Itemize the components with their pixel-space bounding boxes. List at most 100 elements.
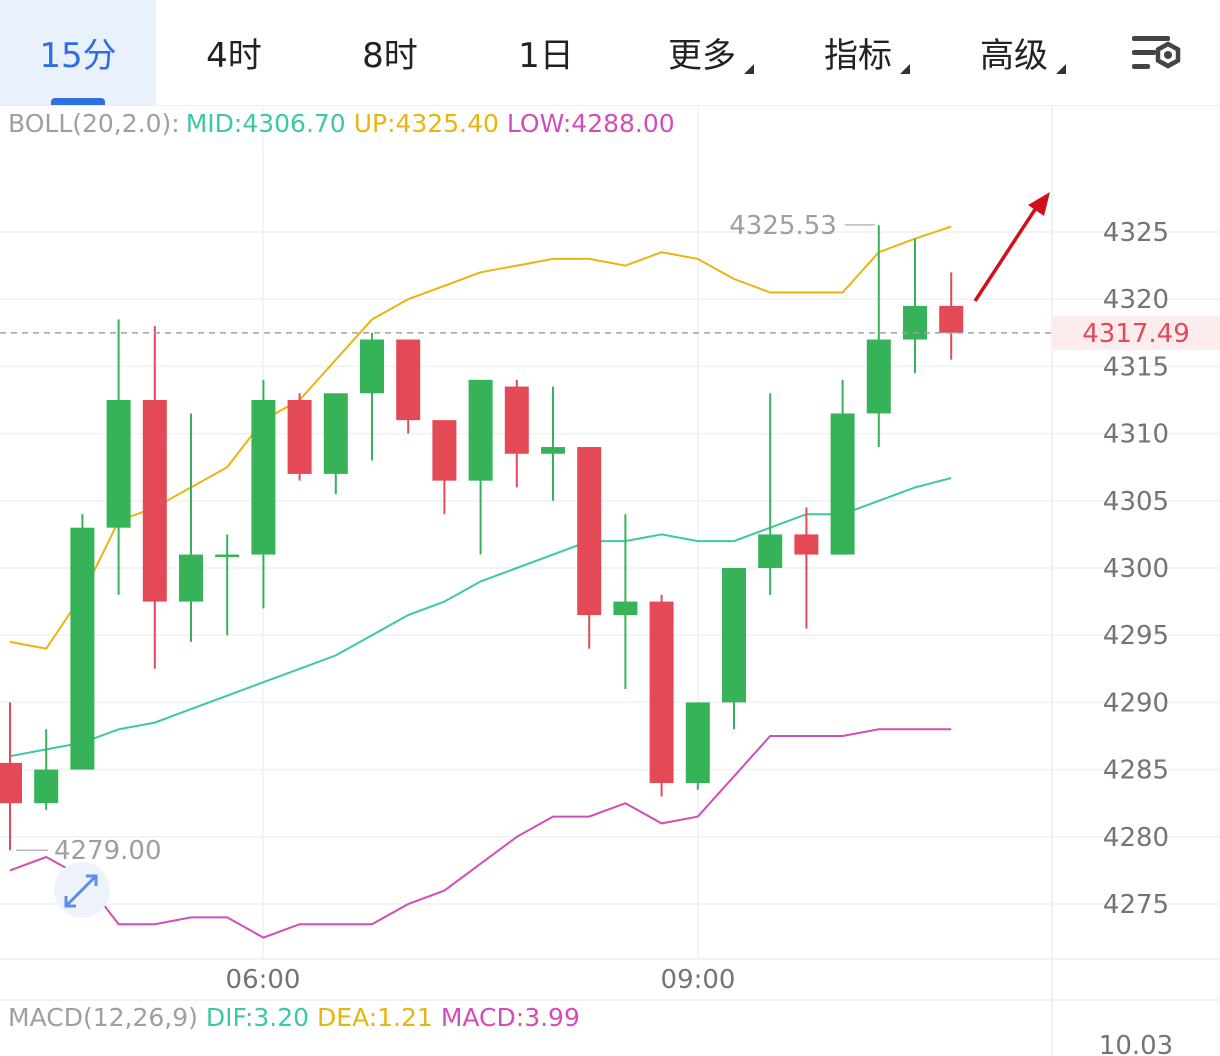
boll-name: BOLL(20,2.0): <box>8 109 180 138</box>
boll-lower-band <box>9 728 952 939</box>
y-tick-label: 4290 <box>1103 688 1169 718</box>
candle-up <box>106 319 131 595</box>
trend-up-arrow <box>973 192 1050 302</box>
candle-body <box>649 601 674 784</box>
candle-down <box>794 507 819 629</box>
candle-body <box>396 339 421 421</box>
macd-name: MACD(12,26,9) <box>8 1003 198 1032</box>
candle-up <box>34 729 59 810</box>
candle-body <box>251 400 276 555</box>
candle-body <box>0 762 22 804</box>
boll-up: UP:4325.40 <box>354 109 499 138</box>
candle-up <box>685 702 710 790</box>
candle-body <box>504 386 529 454</box>
candle-body <box>794 534 819 555</box>
candle-body <box>903 305 927 340</box>
candle-up <box>758 393 783 595</box>
candle-body <box>34 769 59 804</box>
candle-body <box>722 568 746 703</box>
chart-settings-icon[interactable] <box>1118 22 1188 82</box>
y-tick-label: 4320 <box>1103 285 1169 315</box>
y-tick-label: 4315 <box>1103 352 1169 382</box>
timeframe-tabbar: 15分 4时 8时 1日 更多 指标 高级 <box>0 0 1220 106</box>
candle-body <box>939 305 964 333</box>
candle-down <box>142 326 167 669</box>
x-tick-label: 06:00 <box>226 965 301 995</box>
y-tick-label: 4310 <box>1103 420 1169 450</box>
y-tick-label: 4325 <box>1103 218 1169 248</box>
candle-down <box>396 339 421 434</box>
x-tick-label: 09:00 <box>661 965 736 995</box>
active-tab-indicator <box>51 98 105 105</box>
candle-body <box>287 400 312 474</box>
candle-up <box>541 386 565 501</box>
candle-body <box>830 413 855 555</box>
candle-down <box>432 420 457 515</box>
tab-label: 更多 <box>668 36 736 76</box>
tab-label: 1日 <box>518 36 574 76</box>
candle-up <box>360 332 384 461</box>
candle-body <box>432 420 457 481</box>
y-tick-label: 4295 <box>1103 621 1169 651</box>
current-price-tag <box>1052 315 1220 350</box>
boll-middle-band <box>9 477 952 758</box>
candle-body <box>866 339 891 414</box>
tab-label: 4时 <box>206 36 262 76</box>
candle-up <box>323 393 348 495</box>
boll-low: LOW:4288.00 <box>507 109 675 138</box>
macd-axis-label: 10.03 <box>1099 1031 1173 1056</box>
candle-up <box>215 534 240 636</box>
candle-up <box>468 379 493 555</box>
candle-down <box>504 379 529 488</box>
candle-up <box>866 225 891 448</box>
tab-label: 8时 <box>362 36 418 76</box>
expand-arrows-icon[interactable] <box>54 862 110 918</box>
macd-dea: DEA:1.21 <box>317 1003 433 1032</box>
candle-up <box>903 238 927 374</box>
y-tick-label: 4300 <box>1103 554 1169 584</box>
tab-label: 指标 <box>824 36 892 76</box>
candle-body <box>685 702 710 784</box>
boll-upper-band <box>9 225 952 650</box>
candle-body <box>142 400 167 602</box>
tab-1d[interactable]: 1日 <box>468 0 624 105</box>
y-tick-label: 4280 <box>1103 823 1169 853</box>
candle-up <box>613 514 638 689</box>
y-tick-label: 4305 <box>1103 487 1169 517</box>
candle-body <box>758 534 783 568</box>
tab-label: 高级 <box>980 36 1048 76</box>
dropdown-triangle-icon <box>900 64 910 74</box>
candle-body <box>541 447 565 454</box>
candle-up <box>70 514 95 770</box>
tab-advanced[interactable]: 高级 <box>936 0 1092 105</box>
candle-body <box>577 447 602 616</box>
current-price-label: 4317.49 <box>1082 319 1190 349</box>
tab-indicators[interactable]: 指标 <box>780 0 936 105</box>
candle-body <box>70 527 95 770</box>
tab-4h[interactable]: 4时 <box>156 0 312 105</box>
y-tick-label: 4285 <box>1103 756 1169 786</box>
candle-up <box>830 379 855 555</box>
boll-legend: BOLL(20,2.0): MID:4306.70 UP:4325.40 LOW:42… <box>8 109 675 138</box>
candle-body <box>215 554 240 558</box>
candle-body <box>468 379 493 481</box>
macd-legend: MACD(12,26,9) DIF:3.20 DEA:1.21 MACD:3.99 <box>8 1003 580 1032</box>
tab-more[interactable]: 更多 <box>624 0 780 105</box>
dropdown-triangle-icon <box>744 64 754 74</box>
candle-body <box>360 339 384 394</box>
price-chart[interactable]: BOLL(20,2.0): MID:4306.70 UP:4325.40 LOW:42… <box>0 106 1220 1056</box>
y-tick-label: 4275 <box>1103 890 1169 920</box>
candle-down <box>649 594 674 797</box>
tab-label: 15分 <box>39 36 117 76</box>
tab-8h[interactable]: 8时 <box>312 0 468 105</box>
low-price-label: 4279.00 <box>54 836 162 866</box>
candle-body <box>179 554 203 602</box>
candle-down <box>577 447 602 649</box>
candle-down <box>939 272 964 360</box>
candle-body <box>323 393 348 474</box>
boll-mid: MID:4306.70 <box>186 109 346 138</box>
candle-down <box>0 702 22 851</box>
candle-up <box>251 379 276 609</box>
tab-15min[interactable]: 15分 <box>0 0 156 105</box>
candle-body <box>106 400 131 528</box>
